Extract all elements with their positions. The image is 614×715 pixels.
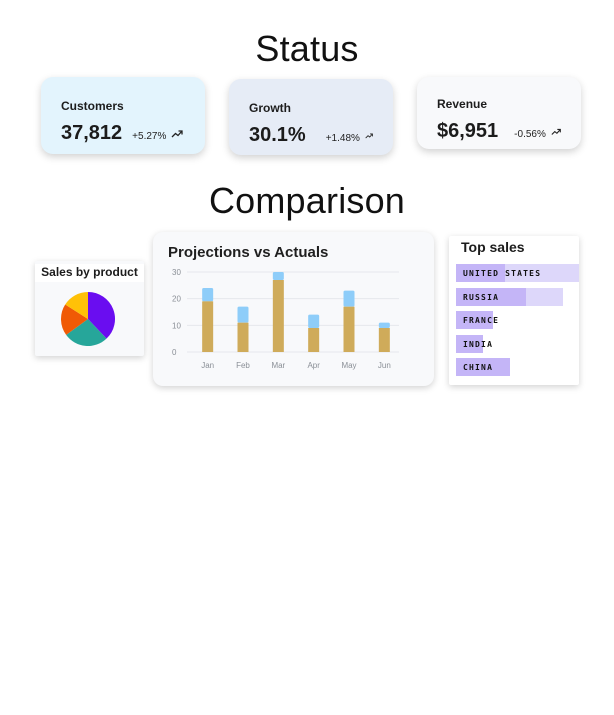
pie-slice: [65, 292, 88, 319]
status-title: Status: [255, 28, 359, 69]
bar-actual: [237, 322, 249, 352]
top-sales-row: UNITED STATES: [456, 264, 579, 282]
customers-card: Customers 37,812 +5.27%: [41, 77, 205, 154]
trend-up-icon: [365, 133, 373, 139]
top-sales-panel: Top sales UNITED STATES RUSSIA FRANCE INDIA…: [449, 236, 579, 385]
top-sales-country: UNITED STATES: [463, 269, 542, 278]
projections-panel: Projections vs Actuals 0 10 20 30 Jan Feb Mar A…: [153, 232, 434, 386]
top-sales-row: RUSSIA: [456, 287, 579, 306]
top-sales-bar: [456, 311, 493, 329]
x-tick-label: Mar: [271, 361, 285, 370]
bar-projection: [343, 290, 355, 307]
projections-bar-chart: 0 10 20 30 Jan Feb Mar Apr May Jun: [172, 268, 399, 370]
x-tick-label: Apr: [307, 361, 320, 370]
growth-delta: +1.48%: [325, 133, 360, 144]
revenue-value: $6,951: [437, 120, 499, 142]
pie-slice: [88, 292, 115, 339]
bar-projection: [308, 314, 320, 328]
growth-label: Growth: [249, 101, 291, 115]
x-tick-label: Feb: [236, 361, 250, 370]
pie-slice: [66, 319, 107, 346]
y-tick-label: 30: [172, 268, 181, 277]
bar-actual: [343, 306, 355, 352]
top-sales-row: CHINA: [456, 358, 579, 376]
bar-projection: [378, 322, 390, 328]
revenue-label: Revenue: [437, 97, 488, 111]
top-sales-bar: [456, 358, 511, 376]
top-sales-bar: [456, 287, 527, 306]
projections-title: Projections vs Actuals: [168, 244, 329, 261]
bar-projection: [272, 272, 284, 280]
top-sales-country: INDIA: [463, 339, 494, 349]
bar-projection: [202, 288, 214, 302]
customers-delta: +5.27%: [132, 131, 167, 142]
pie-slice: [61, 304, 88, 335]
x-tick-label: May: [341, 361, 356, 370]
top-sales-title: Top sales: [461, 239, 525, 255]
revenue-card: Revenue $6,951 -0.56%: [417, 77, 581, 149]
customers-label: Customers: [61, 99, 124, 113]
top-sales-row: FRANCE: [456, 311, 579, 329]
growth-value: 30.1%: [249, 124, 306, 146]
sales-by-product-title: Sales by product: [35, 264, 144, 282]
sales-by-product-panel: Sales by product: [35, 261, 144, 356]
top-sales-bar: [456, 334, 484, 353]
trend-down-icon: [551, 128, 561, 135]
growth-card: Growth 30.1% +1.48%: [229, 79, 393, 155]
x-tick-label: Jan: [201, 361, 214, 370]
customers-value: 37,812: [61, 122, 123, 144]
y-tick-label: 0: [172, 348, 177, 357]
y-tick-label: 10: [172, 321, 181, 330]
top-sales-country: CHINA: [463, 363, 494, 372]
top-sales-bar: [456, 264, 506, 282]
top-sales-row: INDIA: [456, 334, 579, 353]
bar-actual: [202, 301, 214, 352]
top-sales-country: FRANCE: [463, 316, 500, 325]
bar-actual: [378, 328, 390, 352]
bar-actual: [272, 280, 284, 352]
comparison-title: Comparison: [208, 180, 406, 221]
trend-up-icon: [171, 130, 184, 138]
revenue-delta: -0.56%: [514, 129, 546, 140]
sales-pie-chart: [61, 292, 115, 346]
bar-actual: [308, 328, 320, 352]
bar-projection: [237, 306, 249, 323]
x-tick-label: Jun: [378, 361, 391, 370]
y-tick-label: 20: [172, 295, 181, 304]
top-sales-country: RUSSIA: [463, 292, 500, 302]
